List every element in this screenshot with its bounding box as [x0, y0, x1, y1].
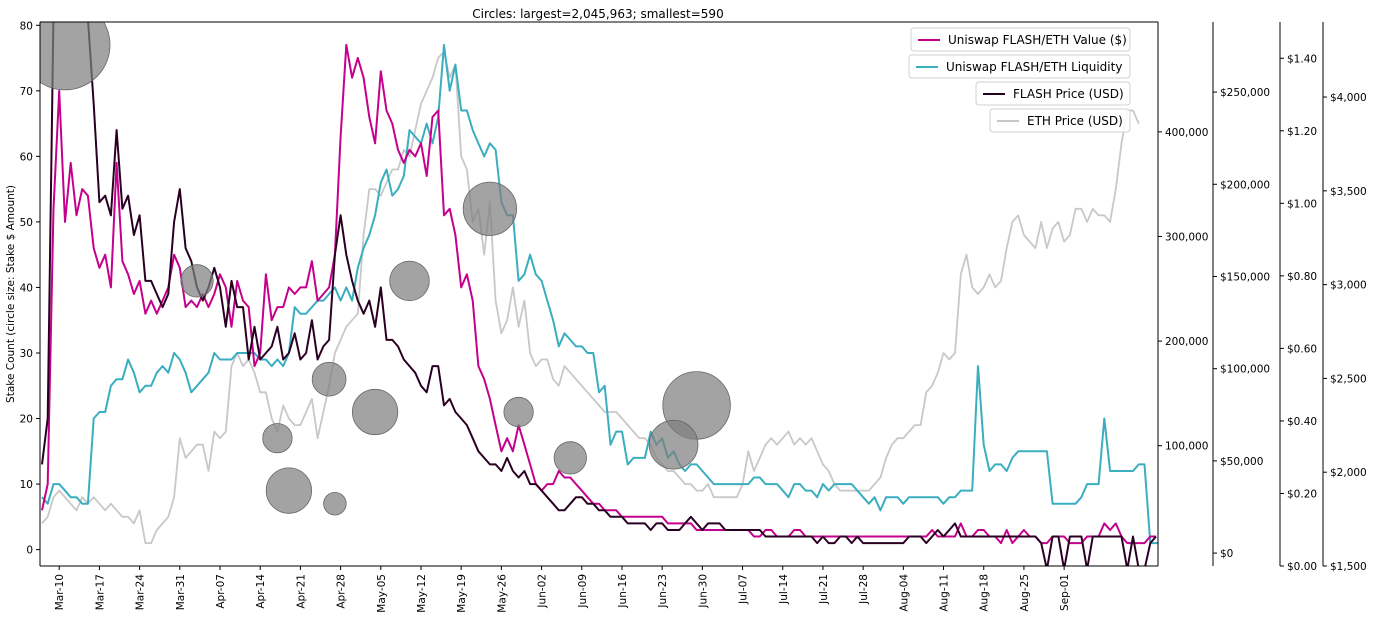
left-tick-label-5: 50 [20, 217, 33, 229]
x-tick-label-6: Apr-21 [295, 574, 307, 609]
axis-eth-price-tick-label-2: $2,500 [1330, 373, 1367, 385]
legend: Uniswap FLASH/ETH Value ($) Uniswap FLASH… [908, 27, 1131, 133]
x-tick-label-19: Jul-21 [818, 574, 830, 605]
plot-layer [40, 22, 1158, 566]
stake-circle-0 [40, 22, 111, 91]
legend-box-2 [975, 81, 1131, 106]
stake-circle-1 [323, 492, 347, 516]
x-tick-label-8: May-05 [376, 574, 388, 613]
axis-flash-price-tick-label-5: $1.00 [1287, 198, 1317, 210]
x-tick-label-0: Mar-10 [54, 574, 66, 610]
chart-title: Circles: largest=2,045,963; smallest=590 [472, 7, 723, 21]
x-tick-label-23: Aug-18 [979, 574, 991, 612]
axis-flash-price-tick-label-6: $1.20 [1287, 126, 1317, 138]
legend-label-1: Uniswap FLASH/ETH Liquidity [946, 60, 1122, 74]
series-line-3 [41, 50, 1140, 544]
axis-flash-price-tick-label-7: $1.40 [1287, 53, 1317, 65]
axis-liquidity-count-tick-label-1: 200,000 [1165, 336, 1208, 348]
x-tick-label-9: May-12 [416, 574, 428, 613]
axis-flash-price-tick-label-1: $0.20 [1287, 488, 1317, 500]
axis-value-usd-tick-label-5: $250,000 [1220, 87, 1270, 99]
x-tick-label-10: May-19 [456, 574, 468, 613]
x-tick-label-2: Mar-24 [135, 574, 147, 611]
left-tick-label-4: 40 [20, 282, 33, 294]
legend-label-0: Uniswap FLASH/ETH Value ($) [948, 33, 1127, 47]
x-tick-label-20: Jul-28 [858, 574, 870, 605]
axis-flash-price-tick-label-3: $0.60 [1287, 343, 1317, 355]
x-tick-label-14: Jun-16 [617, 574, 629, 609]
stake-circle-8 [265, 467, 312, 514]
stake-circle-11 [648, 419, 699, 470]
axis-eth-price-tick-label-4: $3,500 [1330, 186, 1367, 198]
legend-label-2: FLASH Price (USD) [1013, 87, 1124, 101]
stake-circle-12 [553, 441, 587, 475]
left-tick-label-3: 30 [20, 348, 33, 360]
axis-flash-price-tick-label-4: $0.80 [1287, 271, 1317, 283]
x-tick-label-16: Jun-30 [697, 574, 709, 609]
legend-box-3 [989, 108, 1131, 133]
left-tick-label-7: 70 [20, 86, 33, 98]
x-tick-label-21: Aug-04 [898, 574, 910, 612]
x-tick-label-22: Aug-11 [939, 574, 951, 612]
left-tick-label-2: 20 [20, 414, 33, 426]
axes-layer: 0 10 20 30 40 50 60 70 80 Stake Count (circle siz… [5, 20, 1367, 612]
y-axis-label: Stake Count (circle size: Stake $ Amount… [5, 185, 17, 403]
legend-box-0 [910, 27, 1131, 52]
stake-circle-5 [311, 361, 347, 397]
x-tick-label-13: Jun-09 [577, 574, 589, 609]
axis-value-usd-tick-label-2: $100,000 [1220, 364, 1270, 376]
axis-liquidity-count-tick-label-2: 300,000 [1165, 231, 1208, 243]
legend-box-1 [908, 54, 1131, 79]
stake-circle-6 [262, 423, 293, 454]
axis-value-usd-tick-label-1: $50,000 [1220, 456, 1263, 468]
x-tick-label-24: Aug-25 [1019, 574, 1031, 612]
series-line-1 [41, 43, 1158, 545]
axis-value-usd-tick-label-3: $150,000 [1220, 271, 1270, 283]
axis-flash-price-tick-label-0: $0.00 [1287, 561, 1317, 573]
left-tick-label-1: 10 [20, 479, 33, 491]
left-tick-label-0: 0 [26, 545, 33, 557]
series-line-2 [41, 22, 1157, 566]
x-tick-label-15: Jun-23 [657, 574, 669, 609]
x-tick-label-18: Jul-14 [778, 574, 790, 605]
axis-value-usd-tick-label-4: $200,000 [1220, 179, 1270, 191]
axis-value-usd-tick-label-0: $0 [1220, 548, 1233, 560]
axis-flash-price-tick-label-2: $0.40 [1287, 416, 1317, 428]
x-tick-label-12: Jun-02 [537, 574, 549, 609]
x-tick-label-25: Sep-01 [1059, 574, 1071, 611]
stake-circle-7 [351, 388, 399, 436]
x-tick-label-3: Mar-31 [175, 574, 187, 610]
legend-label-3: ETH Price (USD) [1027, 114, 1123, 128]
x-tick-label-11: May-26 [496, 574, 508, 613]
axis-eth-price-tick-label-3: $3,000 [1330, 280, 1367, 292]
x-tick-label-1: Mar-17 [94, 574, 106, 610]
x-tick-label-4: Apr-07 [215, 574, 227, 609]
stake-circle-9 [462, 181, 517, 236]
x-tick-label-17: Jul-07 [738, 574, 750, 605]
axis-liquidity-count-tick-label-0: 100,000 [1165, 441, 1208, 453]
axis-eth-price-tick-label-0: $1,500 [1330, 561, 1367, 573]
stake-circle-2 [389, 260, 430, 302]
left-tick-label-8: 80 [20, 20, 33, 32]
x-tick-label-5: Apr-14 [255, 574, 267, 609]
left-tick-label-6: 60 [20, 151, 33, 163]
axis-eth-price-tick-label-5: $4,000 [1330, 92, 1367, 104]
x-tick-label-7: Apr-28 [336, 574, 348, 609]
stake-circle-3 [180, 264, 214, 298]
stake-circle-4 [503, 396, 534, 428]
axis-liquidity-count-tick-label-3: 400,000 [1165, 127, 1208, 139]
axis-eth-price-tick-label-1: $2,000 [1330, 467, 1367, 479]
